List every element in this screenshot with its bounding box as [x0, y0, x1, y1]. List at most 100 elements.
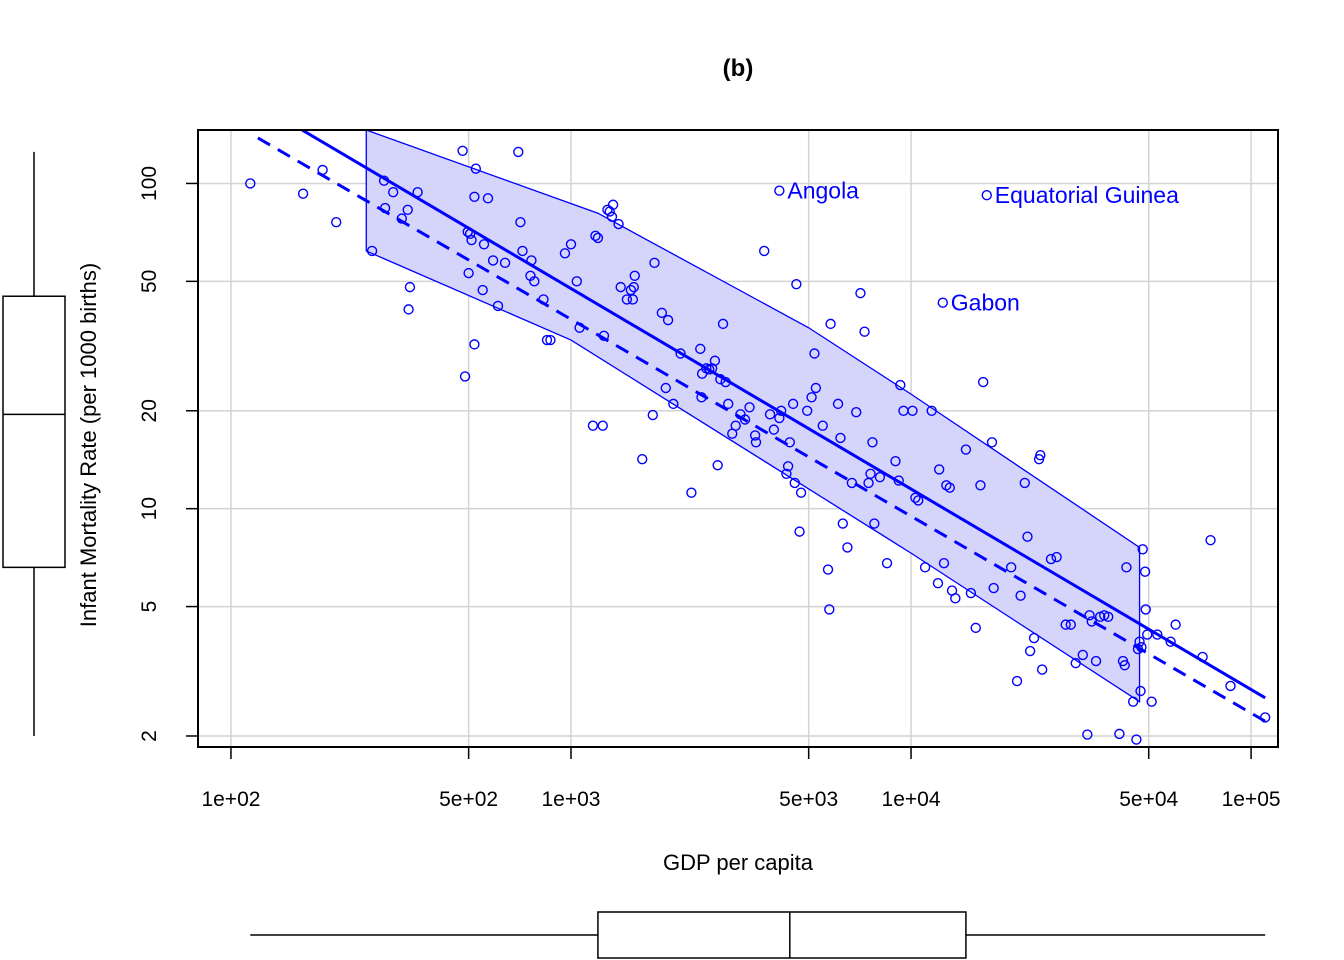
x-tick-label: 5e+03 — [779, 788, 838, 811]
data-point — [794, 526, 805, 537]
data-point — [825, 318, 836, 330]
data-point — [1065, 619, 1076, 630]
data-point — [795, 487, 807, 498]
data-point — [960, 444, 972, 455]
data-point — [1086, 616, 1097, 627]
data-point — [478, 239, 490, 250]
data-point — [613, 218, 624, 230]
data-point — [787, 398, 799, 410]
data-point — [775, 405, 787, 416]
data-point — [730, 420, 741, 431]
data-point — [404, 281, 416, 293]
data-point — [1139, 566, 1151, 577]
data-point — [470, 163, 482, 174]
data-point — [739, 414, 751, 425]
data-point — [412, 186, 423, 198]
data-point — [469, 191, 480, 202]
data-point — [932, 577, 944, 589]
data-point — [717, 318, 729, 330]
data-point — [656, 307, 668, 319]
data-point — [637, 453, 648, 465]
data-point — [597, 420, 608, 431]
data-point — [895, 379, 906, 391]
y-axis: 2 5 10 20 50 100 — [138, 166, 199, 742]
data-point — [482, 193, 494, 204]
data-point — [907, 405, 918, 416]
data-point — [874, 471, 886, 483]
data-point — [462, 226, 473, 238]
fit-lines — [257, 130, 1266, 723]
data-point — [865, 468, 876, 480]
data-point — [526, 255, 537, 266]
data-point — [977, 376, 989, 388]
annotated-point — [937, 297, 949, 308]
annotated-point — [774, 185, 785, 196]
data-point — [402, 204, 413, 215]
data-point — [1045, 553, 1057, 565]
x-axis-title: GDP per capita — [663, 850, 814, 875]
data-point — [513, 146, 524, 158]
band-area — [365, 129, 1141, 703]
data-point — [378, 175, 390, 186]
data-point — [919, 562, 931, 573]
data-point — [297, 188, 309, 199]
data-points — [245, 145, 1271, 745]
data-point — [822, 564, 834, 575]
x-axis: 1e+02 5e+02 1e+03 5e+03 1e+04 5e+04 1e+05 — [201, 746, 1281, 811]
data-point — [723, 398, 734, 410]
data-point — [517, 245, 528, 257]
data-point — [660, 382, 671, 394]
data-point — [1135, 685, 1146, 697]
y-tick-label: 50 — [138, 270, 161, 293]
data-point — [1134, 636, 1145, 647]
data-point — [538, 294, 549, 305]
data-point — [574, 322, 585, 333]
data-point — [806, 392, 817, 403]
data-point — [975, 480, 986, 491]
data-point — [1131, 734, 1142, 745]
data-point — [781, 468, 792, 480]
y-tick-label: 5 — [138, 601, 161, 613]
data-point — [950, 593, 961, 604]
data-point — [541, 334, 553, 346]
data-point — [1152, 629, 1163, 640]
data-point — [499, 257, 511, 269]
data-point — [1035, 450, 1046, 461]
data-point — [515, 217, 526, 228]
data-point — [1022, 531, 1033, 542]
data-point — [629, 270, 640, 282]
x-tick-label: 1e+02 — [201, 788, 260, 811]
data-point — [855, 287, 866, 299]
data-point — [545, 334, 556, 346]
annotation-label: Equatorial Guinea — [995, 182, 1179, 208]
chart-title: (b) — [723, 55, 754, 82]
data-point — [1137, 544, 1148, 555]
data-point — [1140, 604, 1151, 615]
data-point — [970, 622, 981, 634]
data-point — [1114, 728, 1125, 740]
data-point — [832, 398, 844, 410]
data-point — [1127, 696, 1139, 707]
data-point — [662, 314, 674, 326]
data-point — [396, 213, 407, 224]
data-point — [571, 276, 582, 287]
data-point — [1165, 636, 1176, 647]
data-point — [782, 461, 794, 472]
data-point — [1019, 477, 1030, 489]
data-point — [1051, 551, 1062, 563]
data-point — [1259, 712, 1271, 723]
y-tick-label: 20 — [138, 399, 161, 422]
data-point — [764, 409, 776, 420]
data-point — [867, 437, 878, 448]
x-tick-label: 1e+04 — [882, 788, 941, 811]
data-point — [590, 230, 601, 242]
data-point — [403, 304, 414, 315]
data-point — [1146, 696, 1157, 707]
data-point — [387, 186, 399, 198]
data-point — [695, 343, 706, 355]
data-point — [809, 348, 820, 359]
data-point — [379, 202, 391, 214]
data-point — [759, 245, 770, 257]
x-box — [597, 911, 967, 959]
data-point — [744, 402, 755, 413]
